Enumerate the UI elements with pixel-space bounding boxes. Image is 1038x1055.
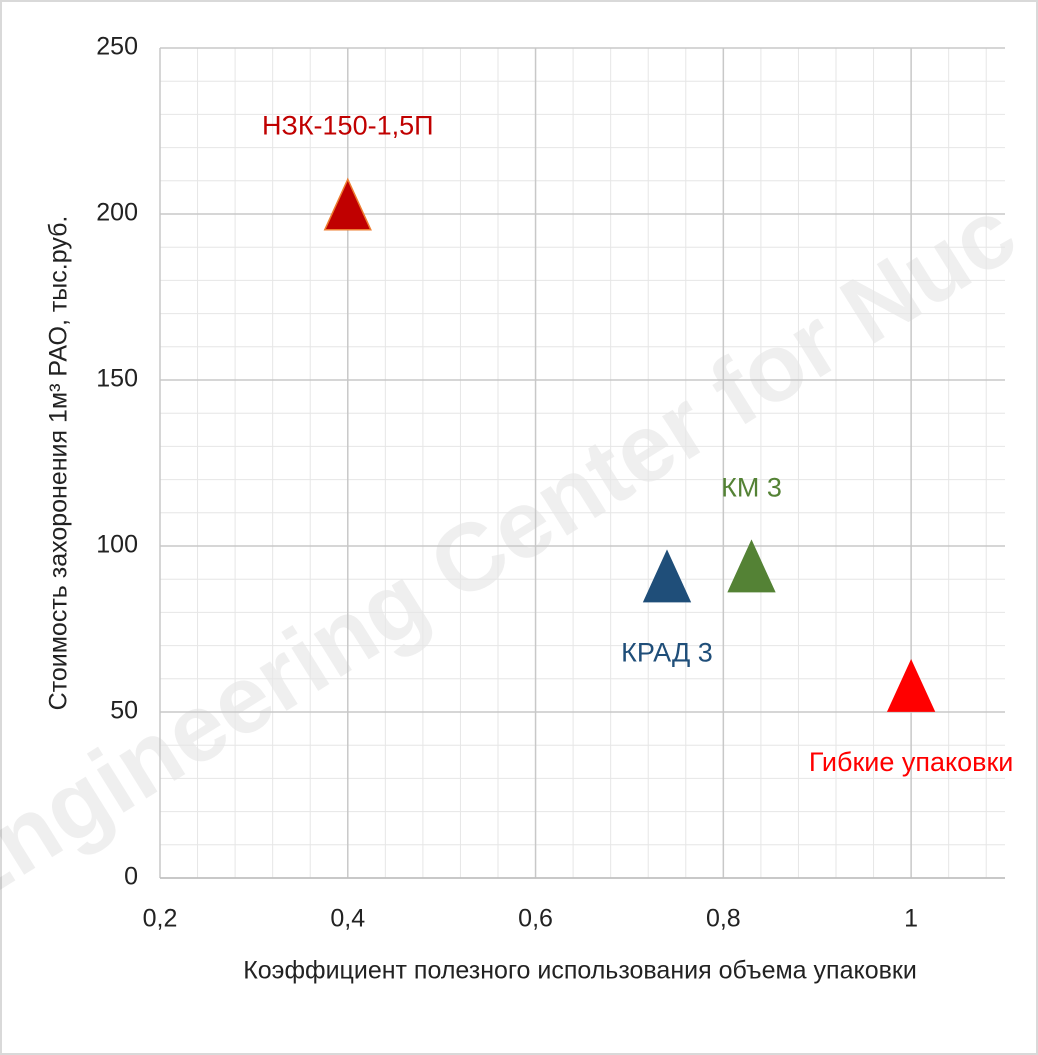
- x-tick-label: 0,8: [706, 905, 741, 933]
- y-tick-label: 50: [110, 697, 138, 725]
- point-label: Гибкие упаковки: [809, 747, 1014, 777]
- marker: [323, 177, 372, 231]
- x-tick-label: 0,2: [143, 905, 178, 933]
- marker: [642, 549, 692, 603]
- y-tick-label: 150: [96, 365, 138, 393]
- x-axis-title: Коэффициент полезного использования объе…: [243, 957, 917, 985]
- x-tick-label: 0,4: [330, 905, 365, 933]
- point-label: НЗК-150-1,5П: [262, 110, 434, 140]
- y-tick-label: 100: [96, 531, 138, 559]
- marker: [727, 539, 776, 593]
- y-tick-label: 200: [96, 199, 138, 227]
- y-axis-title: Стоимость захоронения 1м³ РАО, тыс.руб.: [45, 216, 73, 711]
- y-tick-label: 250: [96, 33, 138, 61]
- x-tick-label: 1: [904, 905, 918, 933]
- y-tick-label: 0: [124, 863, 138, 891]
- point-label: КМ 3: [721, 472, 782, 502]
- marker: [886, 658, 936, 712]
- x-tick-label: 0,6: [518, 905, 553, 933]
- point-label: КРАД 3: [621, 637, 713, 667]
